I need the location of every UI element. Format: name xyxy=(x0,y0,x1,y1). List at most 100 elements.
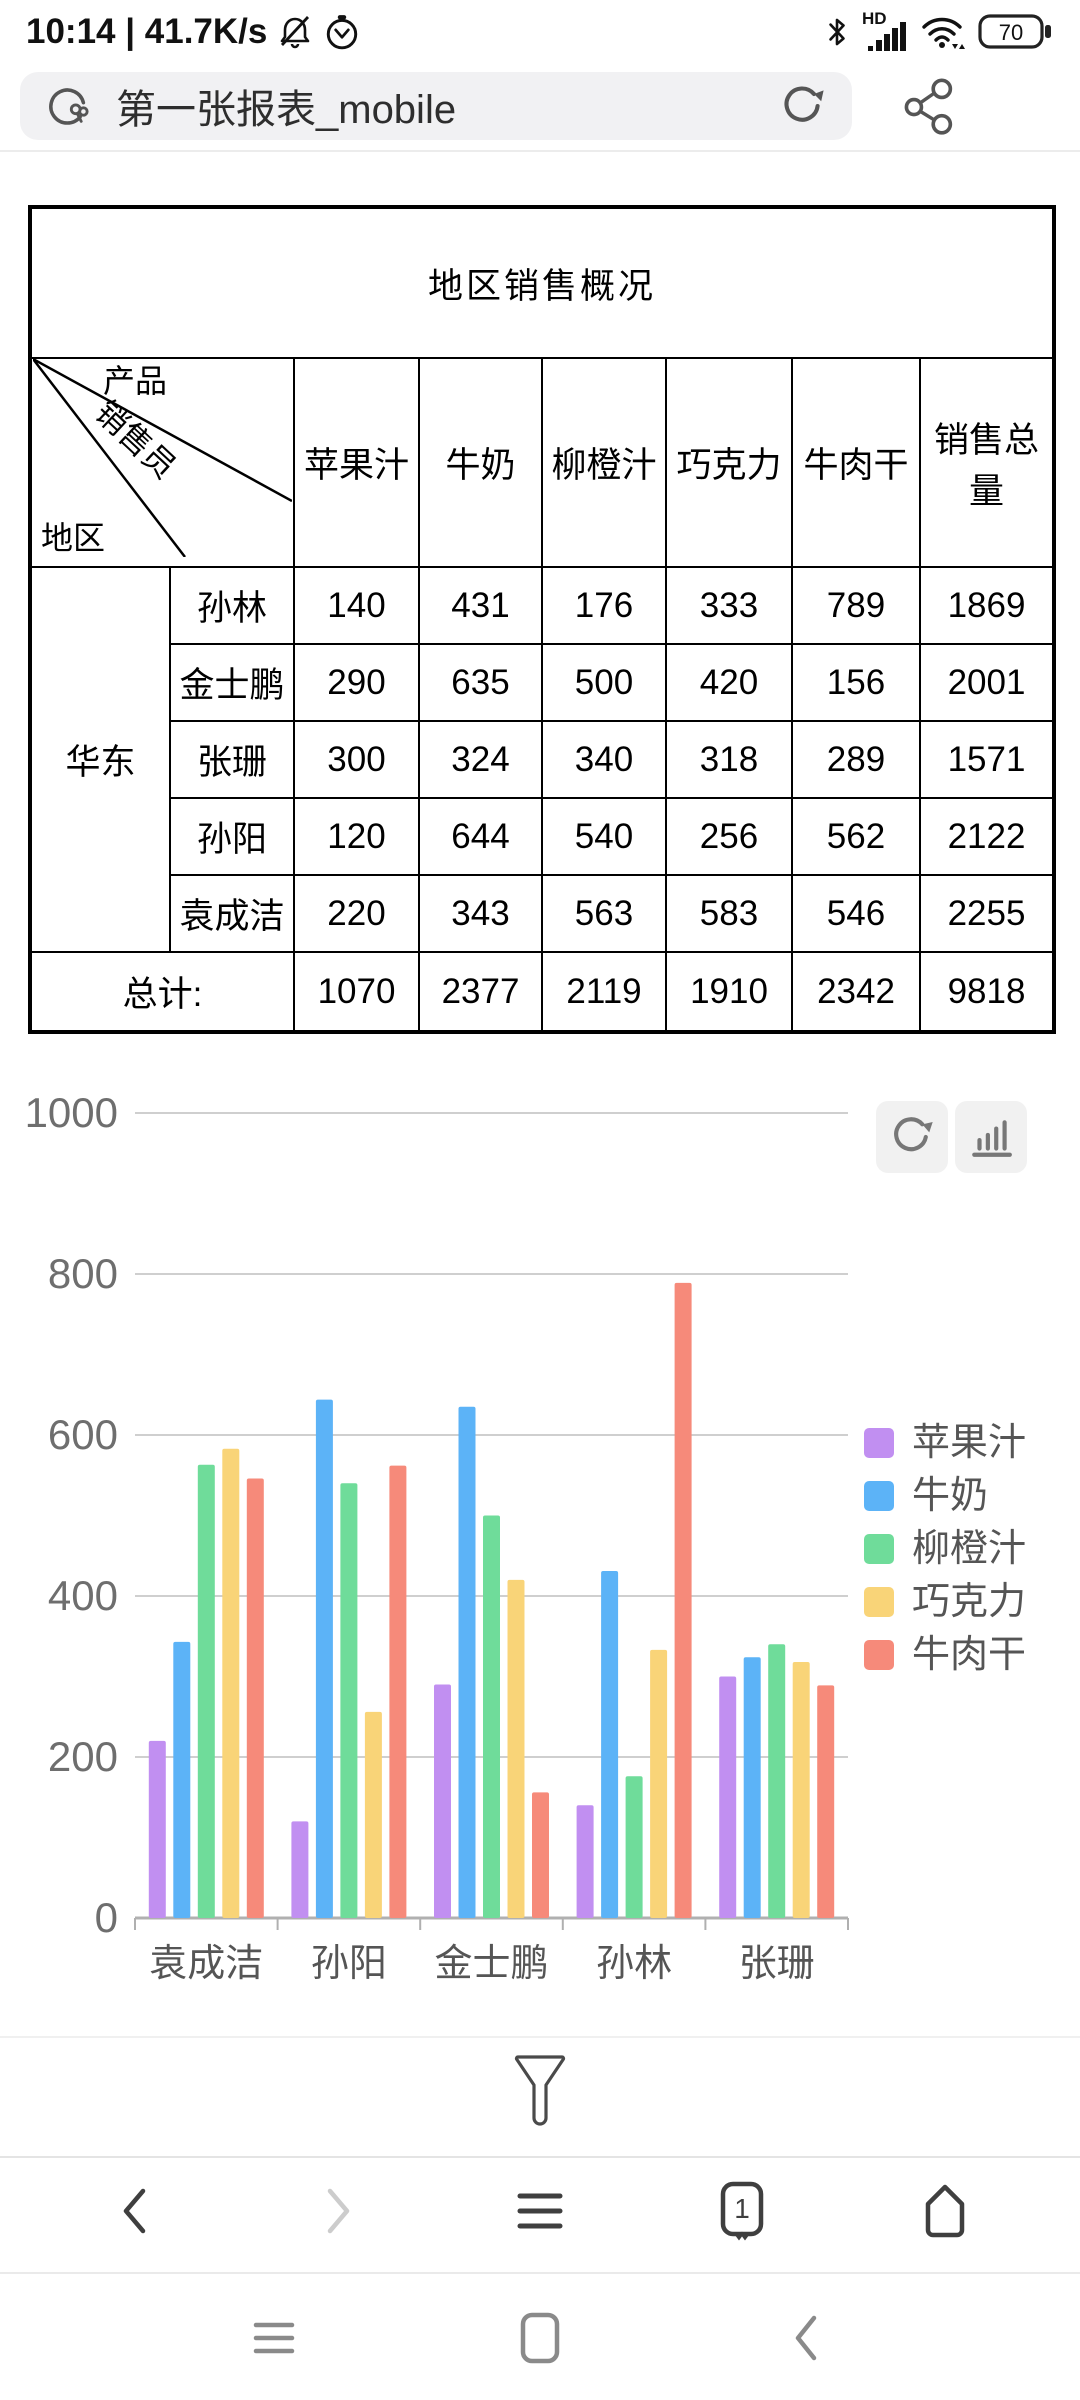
value-cell: 583 xyxy=(665,874,793,953)
legend-swatch[interactable] xyxy=(864,1481,894,1511)
signal-bars-icon: HD xyxy=(862,10,906,51)
bar[interactable] xyxy=(576,1805,594,1918)
salesperson-cell: 金士鹏 xyxy=(169,643,295,722)
totals-cell: 2119 xyxy=(541,951,667,1033)
bar[interactable] xyxy=(291,1821,309,1918)
divider xyxy=(0,2036,1080,2038)
corner-label-product: 产品 xyxy=(103,363,167,399)
bar[interactable] xyxy=(434,1684,451,1919)
y-axis-label: 600 xyxy=(48,1411,118,1458)
legend-swatch[interactable] xyxy=(864,1534,894,1564)
bar[interactable] xyxy=(719,1676,737,1919)
value-cell: 546 xyxy=(791,874,921,953)
value-cell: 300 xyxy=(293,720,420,799)
bar[interactable] xyxy=(246,1478,264,1919)
table-head-section: 地区销售概况 产品 销售员 地区 苹果汁 牛奶 柳橙汁 巧克力 牛肉干 xyxy=(28,206,1056,568)
wifi-icon xyxy=(922,17,965,49)
header-row: 产品 销售员 地区 苹果汁 牛奶 柳橙汁 巧克力 牛肉干 销售总量 xyxy=(29,357,1056,568)
sales-report-table: 地区销售概况 产品 销售员 地区 苹果汁 牛奶 柳橙汁 巧克力 牛肉干 xyxy=(28,205,1057,1034)
legend-swatch[interactable] xyxy=(864,1587,894,1617)
corner-label-region: 地区 xyxy=(41,520,105,556)
address-bar[interactable]: 第一张报表_mobile xyxy=(20,72,852,140)
bar[interactable] xyxy=(817,1685,835,1918)
legend-label[interactable]: 牛肉干 xyxy=(912,1634,1026,1676)
table-row: 张珊 300 324 340 318 289 1571 xyxy=(30,720,1056,799)
bar[interactable] xyxy=(458,1406,476,1918)
refresh-icon[interactable] xyxy=(778,82,826,130)
system-nav-bar xyxy=(0,2278,1080,2398)
totals-cell: 1070 xyxy=(293,951,420,1033)
divider xyxy=(0,2156,1080,2158)
hd-label: HD xyxy=(862,10,887,28)
bar[interactable] xyxy=(197,1464,215,1918)
bar[interactable] xyxy=(222,1448,240,1918)
value-cell: 789 xyxy=(791,566,921,645)
browser-nav-bar: 1 xyxy=(0,2158,1080,2264)
totals-cell: 9818 xyxy=(918,951,1056,1033)
bar[interactable] xyxy=(532,1792,549,1918)
bar[interactable] xyxy=(674,1282,692,1918)
legend-label[interactable]: 苹果汁 xyxy=(912,1422,1026,1464)
bar[interactable] xyxy=(173,1641,191,1918)
bar[interactable] xyxy=(315,1399,333,1918)
system-recents-button[interactable] xyxy=(500,2298,580,2378)
bar-chart[interactable]: 0 200 400 600 800 1000 袁成洁 孙阳 金士鹏 孙林 张珊 苹果汁牛奶柳橙汁巧克力… xyxy=(0,1060,1080,2038)
divider xyxy=(0,2272,1080,2274)
table-body: 华东 孙林 140 431 176 333 789 1869 金士鹏 290 635 500 420 15… xyxy=(29,566,1056,1033)
totals-row: 总计: 1070 2377 2119 1910 2342 9818 xyxy=(29,951,1056,1033)
share-icon[interactable] xyxy=(900,76,960,136)
bar[interactable] xyxy=(483,1515,500,1919)
legend-swatch[interactable] xyxy=(864,1428,894,1458)
value-cell: 256 xyxy=(665,797,793,876)
value-cell: 340 xyxy=(541,720,667,799)
address-bar-row: 第一张报表_mobile xyxy=(0,70,1080,146)
tabs-button[interactable]: 1 xyxy=(702,2171,782,2251)
system-back-button[interactable] xyxy=(766,2298,846,2378)
value-cell: 1571 xyxy=(918,720,1056,799)
bar[interactable] xyxy=(768,1644,786,1918)
legend-label[interactable]: 巧克力 xyxy=(912,1581,1026,1623)
refresh-icon xyxy=(894,1117,933,1152)
y-axis-label: 800 xyxy=(48,1250,118,1297)
bar[interactable] xyxy=(792,1662,810,1918)
bar[interactable] xyxy=(625,1776,643,1918)
browser-logo-icon xyxy=(49,88,89,125)
bar[interactable] xyxy=(601,1571,619,1918)
value-cell: 220 xyxy=(293,874,420,953)
product-header: 巧克力 xyxy=(665,357,793,568)
chart-type-button[interactable] xyxy=(955,1101,1027,1173)
value-cell: 563 xyxy=(541,874,667,953)
value-cell: 420 xyxy=(665,643,793,722)
product-header: 牛肉干 xyxy=(791,357,921,568)
divider xyxy=(0,150,1080,152)
y-axis-label: 1000 xyxy=(25,1089,118,1136)
bar[interactable] xyxy=(364,1711,382,1918)
bar[interactable] xyxy=(389,1465,407,1918)
system-menu-button[interactable] xyxy=(234,2298,314,2378)
back-button[interactable] xyxy=(95,2171,175,2251)
value-cell: 635 xyxy=(418,643,543,722)
y-axis-label: 200 xyxy=(48,1733,118,1780)
funnel-icon[interactable] xyxy=(512,2052,568,2130)
value-cell: 540 xyxy=(541,797,667,876)
time-and-speed: 10:14 | 41.7K/s xyxy=(26,12,268,51)
forward-button[interactable] xyxy=(298,2171,378,2251)
bar[interactable] xyxy=(340,1483,358,1918)
value-cell: 2001 xyxy=(918,643,1056,722)
legend-label[interactable]: 牛奶 xyxy=(912,1475,988,1517)
bar[interactable] xyxy=(148,1740,166,1918)
bar[interactable] xyxy=(743,1657,761,1918)
diagonal-header: 产品 销售员 地区 xyxy=(32,357,293,558)
menu-button[interactable] xyxy=(500,2171,580,2251)
value-cell: 290 xyxy=(293,643,420,722)
legend-label[interactable]: 柳橙汁 xyxy=(912,1528,1026,1570)
salesperson-cell: 孙林 xyxy=(169,566,295,645)
home-button[interactable] xyxy=(905,2171,985,2251)
bar[interactable] xyxy=(650,1649,668,1918)
bar[interactable] xyxy=(507,1579,525,1918)
x-axis-label: 孙林 xyxy=(596,1943,672,1985)
legend-swatch[interactable] xyxy=(864,1640,894,1670)
chart-refresh-button[interactable] xyxy=(876,1101,948,1173)
page-title: 第一张报表_mobile xyxy=(116,88,457,132)
